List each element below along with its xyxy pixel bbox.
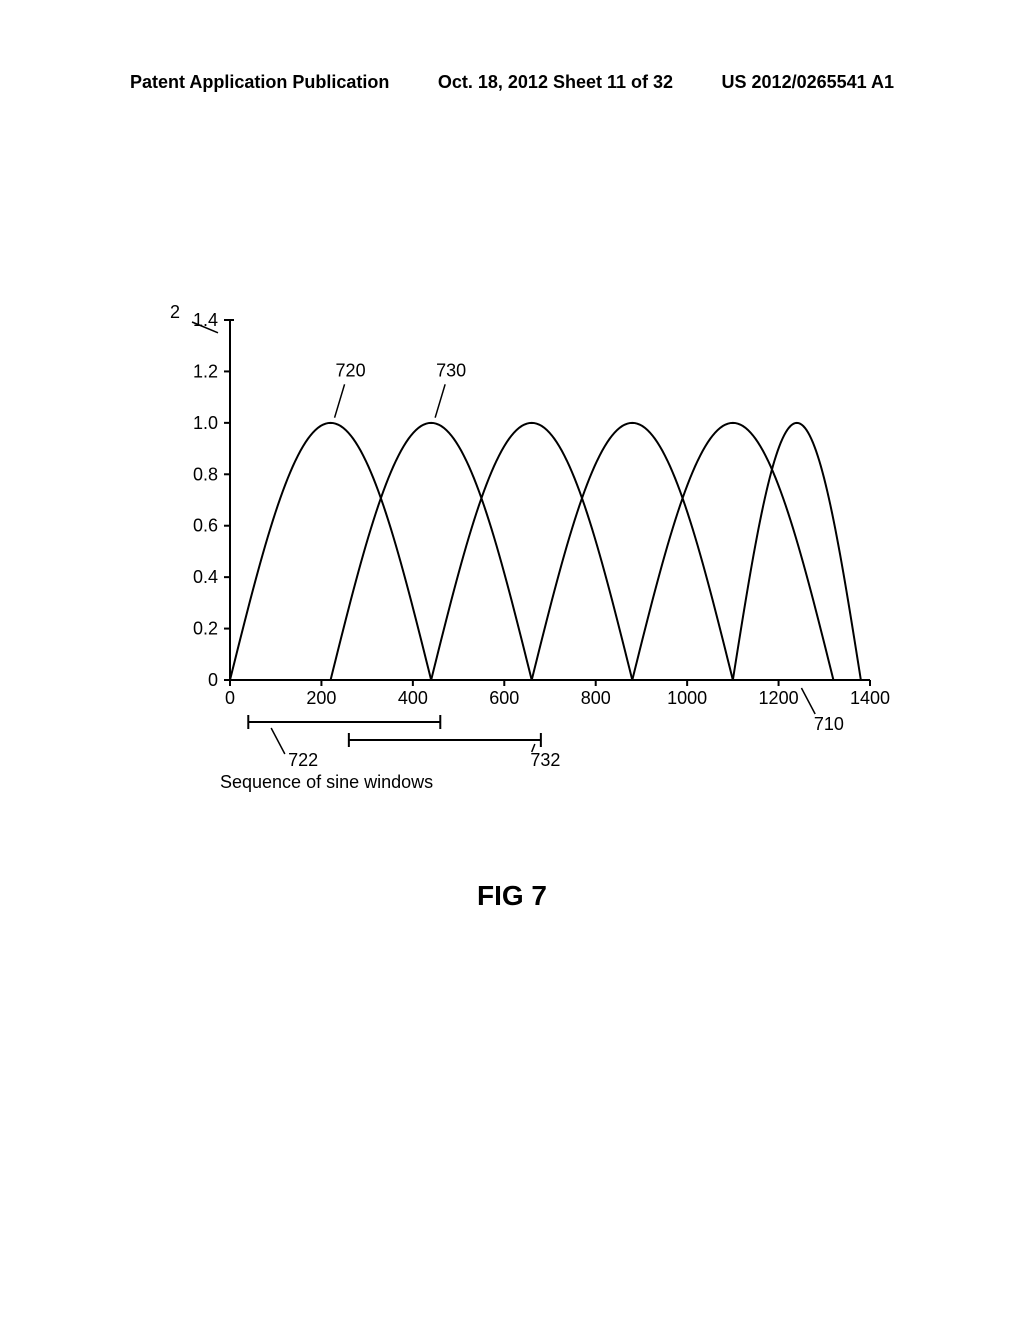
svg-text:732: 732 — [530, 750, 560, 770]
svg-text:600: 600 — [489, 688, 519, 708]
svg-text:0.2: 0.2 — [193, 619, 218, 639]
svg-text:0: 0 — [208, 670, 218, 690]
svg-text:712: 712 — [170, 302, 180, 322]
svg-text:722: 722 — [288, 750, 318, 770]
svg-text:1.2: 1.2 — [193, 361, 218, 381]
header-left: Patent Application Publication — [130, 72, 389, 93]
svg-text:710: 710 — [814, 714, 844, 734]
svg-text:1400: 1400 — [850, 688, 890, 708]
header-center: Oct. 18, 2012 Sheet 11 of 32 — [438, 72, 673, 93]
svg-text:1000: 1000 — [667, 688, 707, 708]
svg-text:400: 400 — [398, 688, 428, 708]
svg-text:0.4: 0.4 — [193, 567, 218, 587]
figure-area: 00.20.40.60.81.01.21.4 02004006008001000… — [170, 300, 890, 860]
svg-text:0.6: 0.6 — [193, 516, 218, 536]
svg-text:730: 730 — [436, 360, 466, 380]
svg-text:200: 200 — [306, 688, 336, 708]
svg-text:1200: 1200 — [759, 688, 799, 708]
svg-text:720: 720 — [336, 360, 366, 380]
page-header: Patent Application Publication Oct. 18, … — [0, 72, 1024, 93]
svg-text:1.0: 1.0 — [193, 413, 218, 433]
header-right: US 2012/0265541 A1 — [722, 72, 894, 93]
svg-text:Sequence of sine windows: Sequence of sine windows — [220, 772, 433, 792]
figure-number-label: FIG 7 — [0, 880, 1024, 912]
svg-text:800: 800 — [581, 688, 611, 708]
sine-windows-chart: 00.20.40.60.81.01.21.4 02004006008001000… — [170, 300, 930, 860]
svg-text:0.8: 0.8 — [193, 464, 218, 484]
svg-text:0: 0 — [225, 688, 235, 708]
